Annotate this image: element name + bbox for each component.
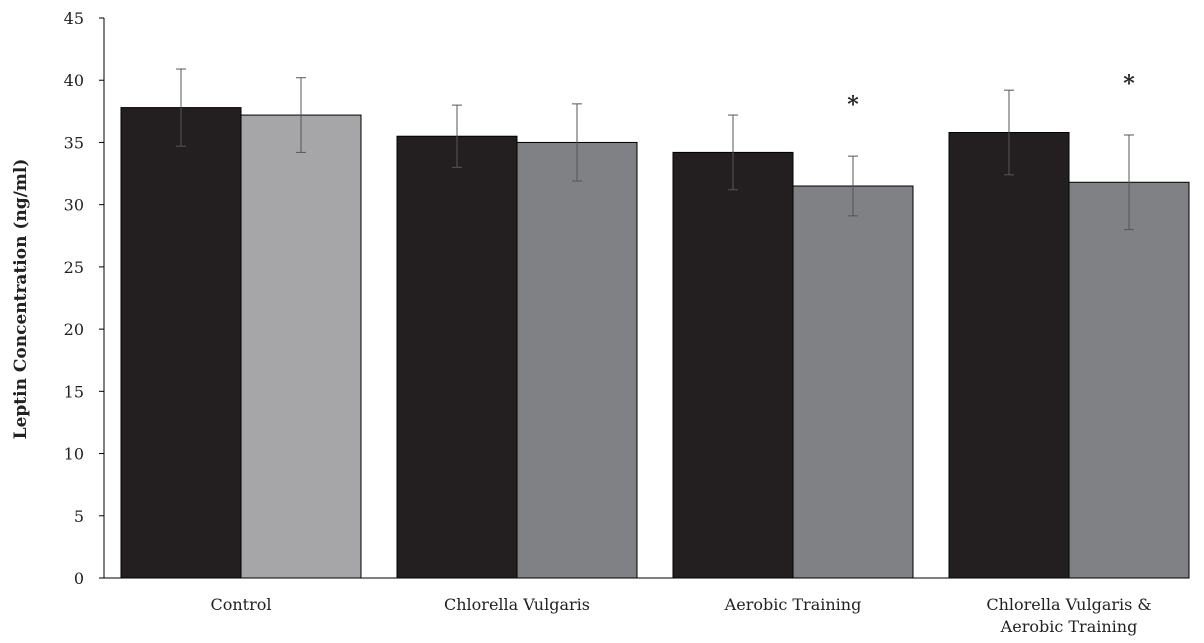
x-category-label: Aerobic Training <box>1000 617 1138 636</box>
bar-series-2-2 <box>792 185 914 579</box>
y-tick-label: 30 <box>64 196 84 215</box>
y-tick-label: 5 <box>74 507 84 526</box>
y-tick-label: 10 <box>64 445 84 464</box>
y-axis-label: Leptin Concentration (ng/ml) <box>11 159 31 440</box>
bar-series-2-3 <box>1068 181 1190 579</box>
y-tick-label: 45 <box>64 9 84 28</box>
bar-series-1-2 <box>672 151 794 579</box>
x-category-label: Control <box>210 595 271 614</box>
x-category-label: Aerobic Training <box>724 595 862 614</box>
bars <box>120 107 1190 579</box>
bar-series-1-3 <box>948 131 1070 579</box>
bar-series-2-1 <box>516 141 638 579</box>
y-tick-label: 20 <box>64 320 84 339</box>
significance-marker: * <box>847 92 859 118</box>
y-tick-label: 25 <box>64 258 84 277</box>
error-bars <box>176 68 1134 231</box>
labels: 0 5 10 15 20 25 30 35 40 45 Control Chlorella Vulga… <box>64 9 1152 636</box>
bar-series-2-0 <box>240 114 362 579</box>
y-tick-label: 35 <box>64 133 84 152</box>
y-tick-label: 40 <box>64 71 84 90</box>
x-category-label: Chlorella Vulgaris & <box>986 595 1151 614</box>
x-category-label: Chlorella Vulgaris <box>444 595 590 614</box>
bar-series-1-0 <box>120 107 242 579</box>
annotations: ** <box>847 71 1135 118</box>
y-tick-label: 0 <box>74 569 84 588</box>
bar-series-1-1 <box>396 135 518 579</box>
y-tick-label: 15 <box>64 382 84 401</box>
significance-marker: * <box>1123 71 1135 97</box>
